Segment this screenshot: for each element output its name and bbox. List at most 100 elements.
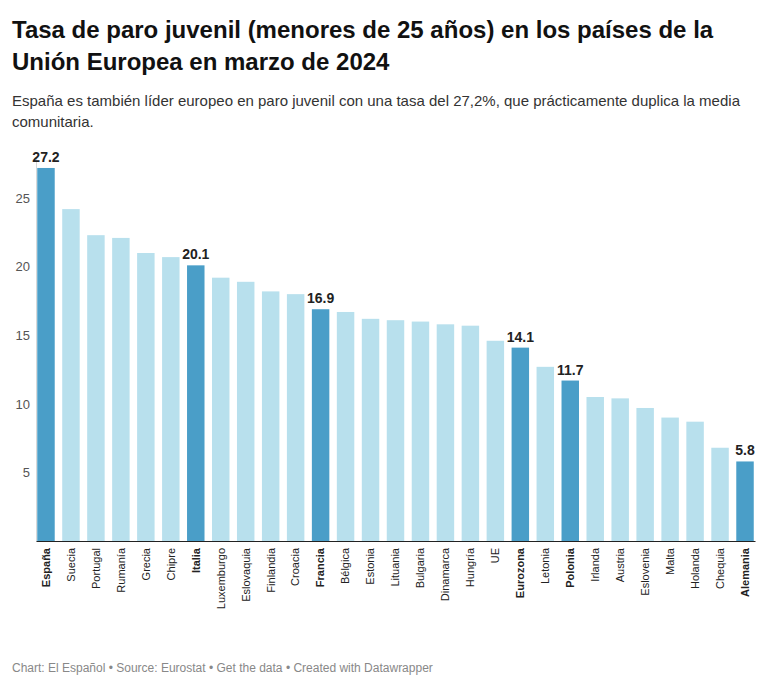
bar xyxy=(711,448,728,541)
x-tick: Austria xyxy=(614,547,626,582)
bars xyxy=(37,168,754,541)
y-tick-label: 20 xyxy=(16,259,30,274)
data-label: 5.8 xyxy=(735,442,755,458)
bar xyxy=(636,408,653,541)
bar xyxy=(212,278,229,541)
y-axis-line xyxy=(36,158,37,542)
bar xyxy=(312,309,329,541)
x-tick: Luxemburgo xyxy=(215,548,227,609)
x-tick-label: Austria xyxy=(614,547,626,582)
bar xyxy=(337,312,354,541)
x-tick-label: Malta xyxy=(664,547,676,575)
x-tick: Croacia xyxy=(289,547,301,586)
bar xyxy=(736,461,753,541)
x-tick-label: Rumanía xyxy=(115,547,127,593)
y-tick-label: 10 xyxy=(16,397,30,412)
x-tick: Francia xyxy=(314,547,326,587)
bar xyxy=(387,320,404,541)
data-label: 20.1 xyxy=(182,246,209,262)
x-tick: Grecia xyxy=(140,547,152,580)
x-tick: Italia xyxy=(190,547,202,573)
bar xyxy=(611,398,628,541)
y-tick: 10 xyxy=(16,397,36,412)
subtitle: España es también líder europeo en paro … xyxy=(12,92,741,130)
x-tick-label: Lituania xyxy=(389,547,401,586)
x-axis: España Suecia Portugal Rumanía Grecia Chipre I… xyxy=(37,542,756,610)
data-label: 27.2 xyxy=(32,149,59,165)
x-tick-label: Polonia xyxy=(564,547,576,588)
bar xyxy=(262,291,279,541)
bar xyxy=(37,168,54,541)
bar xyxy=(287,294,304,541)
y-tick-label: 15 xyxy=(16,328,30,343)
x-tick: Bulgaria xyxy=(414,547,426,588)
data-label: 11.7 xyxy=(557,362,584,378)
x-tick: Malta xyxy=(664,547,676,575)
x-tick: España xyxy=(40,547,52,587)
x-tick-label: Alemania xyxy=(739,547,751,597)
x-tick-label: Eurozona xyxy=(514,547,526,598)
x-tick: Estonia xyxy=(364,547,376,585)
bar xyxy=(137,253,154,541)
bar xyxy=(512,348,529,541)
y-tick: 25 xyxy=(16,191,36,206)
x-tick-label: Hungría xyxy=(464,547,476,587)
x-tick: Chipre xyxy=(165,548,177,580)
y-tick: 15 xyxy=(16,328,36,343)
y-tick: 5 xyxy=(23,465,36,480)
x-tick-label: Suecia xyxy=(65,547,77,582)
x-tick: Letonia xyxy=(539,547,551,584)
data-label: 14.1 xyxy=(507,329,534,345)
bar xyxy=(437,324,454,541)
x-tick-label: Dinamarca xyxy=(439,547,451,601)
bar xyxy=(686,422,703,541)
x-tick: Suecia xyxy=(65,547,77,582)
x-tick-label: Eslovaquia xyxy=(240,547,252,602)
bar xyxy=(487,341,504,541)
bar xyxy=(237,282,254,541)
x-tick: Eurozona xyxy=(514,547,526,598)
x-axis-line xyxy=(37,541,756,542)
bar xyxy=(162,257,179,541)
x-tick: Finlandia xyxy=(265,547,277,593)
bar xyxy=(62,209,79,541)
x-tick-label: Holanda xyxy=(689,547,701,589)
x-tick-label: Chipre xyxy=(165,548,177,580)
text-line: España es también líder europeo en paro … xyxy=(12,92,741,109)
bar xyxy=(362,319,379,541)
x-tick: Hungría xyxy=(464,547,476,587)
x-tick-label: España xyxy=(40,547,52,587)
x-tick-label: Bulgaria xyxy=(414,547,426,588)
x-tick: Bélgica xyxy=(339,547,351,584)
x-tick: Polonia xyxy=(564,547,576,588)
x-tick-label: Portugal xyxy=(90,548,102,589)
data-label: 16.9 xyxy=(307,290,334,306)
data-labels: 27.2 20.1 16.9 14.1 11.7 5.8 xyxy=(32,149,755,458)
y-axis: 5 10 15 20 25 xyxy=(16,158,37,542)
x-tick-label: Grecia xyxy=(140,547,152,580)
x-tick: Chequia xyxy=(714,547,726,589)
x-tick-label: Bélgica xyxy=(339,547,351,584)
x-tick: Irlanda xyxy=(589,547,601,582)
x-tick: UE xyxy=(489,548,501,563)
x-tick-label: Croacia xyxy=(289,547,301,586)
title: Tasa de paro juvenil (menores de 25 años… xyxy=(12,16,714,75)
bar xyxy=(562,381,579,541)
x-tick-label: Eslovenia xyxy=(639,547,651,596)
x-tick-label: Chequia xyxy=(714,547,726,589)
x-tick: Eslovenia xyxy=(639,547,651,596)
text-line: comunitaria. xyxy=(12,113,94,130)
x-tick-label: Finlandia xyxy=(265,547,277,593)
x-tick: Lituania xyxy=(389,547,401,586)
x-tick-label: Letonia xyxy=(539,547,551,584)
x-tick-label: Irlanda xyxy=(589,547,601,582)
y-tick: 20 xyxy=(16,259,36,274)
text-line: Unión Europea en marzo de 2024 xyxy=(12,48,390,75)
bar xyxy=(87,235,104,541)
bar xyxy=(187,265,204,541)
bar xyxy=(537,367,554,541)
bar xyxy=(661,418,678,541)
chart: Tasa de paro juvenil (menores de 25 años… xyxy=(0,0,768,689)
x-tick: Portugal xyxy=(90,548,102,589)
x-tick: Holanda xyxy=(689,547,701,589)
